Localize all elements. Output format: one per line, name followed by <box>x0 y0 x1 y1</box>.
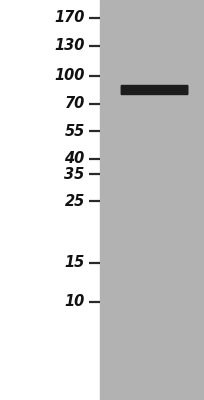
Text: 70: 70 <box>64 96 85 112</box>
Text: 130: 130 <box>54 38 85 54</box>
Text: 10: 10 <box>64 294 85 310</box>
Text: 35: 35 <box>64 166 85 182</box>
Text: 40: 40 <box>64 151 85 166</box>
Text: 15: 15 <box>64 255 85 270</box>
Text: 100: 100 <box>54 68 85 84</box>
Bar <box>100 0 204 400</box>
Text: 55: 55 <box>64 124 85 139</box>
Text: 170: 170 <box>54 10 85 26</box>
FancyBboxPatch shape <box>121 85 188 95</box>
Text: 25: 25 <box>64 194 85 209</box>
